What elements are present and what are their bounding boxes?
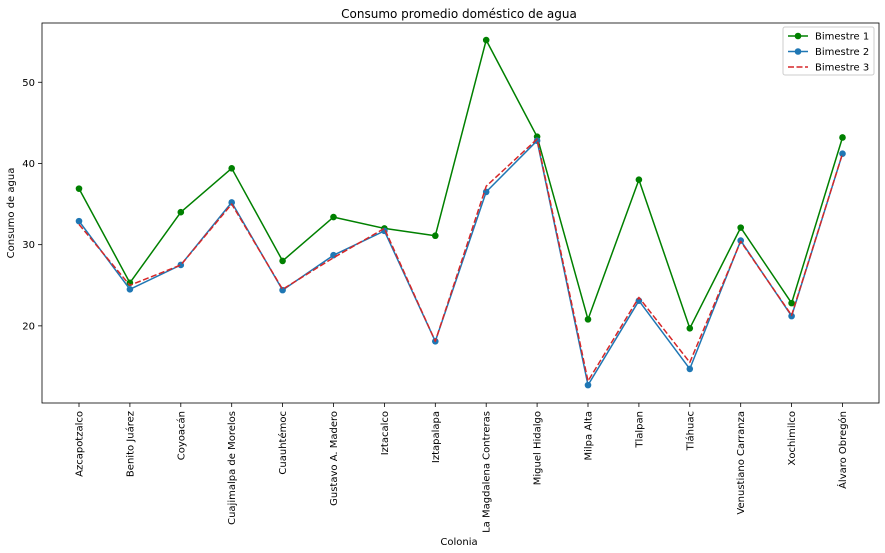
data-point	[839, 134, 846, 141]
series-line	[78, 39, 844, 330]
data-point	[737, 237, 744, 244]
series-3	[78, 138, 844, 382]
x-tick-label: Venustiano Carranza	[736, 411, 747, 515]
data-point	[584, 316, 592, 323]
data-point	[330, 251, 337, 259]
data-point	[635, 176, 643, 184]
x-tick-label: Gustavo A. Madero	[329, 411, 340, 506]
x-tick-label: Cuajimalpa de Morelos	[227, 411, 238, 525]
legend-label: Bimestre 3	[815, 63, 869, 74]
data-point	[839, 150, 846, 158]
y-tick-label: 20	[22, 321, 35, 332]
legend-label: Bimestre 2	[815, 47, 869, 58]
x-tick-label: Xochimilco	[787, 411, 798, 466]
y-tick-label: 30	[22, 240, 35, 251]
data-point	[75, 217, 83, 225]
x-tick-label: Coyoacán	[175, 411, 187, 460]
data-point	[432, 232, 439, 240]
y-tick-label: 50	[22, 78, 35, 89]
data-point	[330, 213, 337, 221]
data-point	[126, 286, 134, 293]
data-point	[482, 36, 490, 44]
data-point	[686, 324, 694, 332]
x-tick-label: Cuauhtémoc	[277, 411, 289, 475]
x-tick-label: Milpa Alta	[584, 411, 595, 461]
series-layer	[75, 36, 846, 389]
legend: Bimestre 1 Bimestre 2 Bimestre 3	[782, 26, 875, 76]
legend-marker	[794, 48, 802, 55]
x-axis-title: Colonia	[440, 537, 477, 548]
data-point	[75, 185, 83, 192]
y-axis: 20 30 40 50	[22, 78, 42, 332]
x-tick-label: Azcapotzalco	[75, 411, 86, 477]
data-point	[584, 381, 592, 389]
y-tick-label: 40	[22, 159, 35, 170]
legend-marker	[794, 32, 802, 40]
x-tick-label: La Magdalena Contreras	[482, 411, 493, 533]
data-point	[686, 365, 694, 373]
x-tick-label: Benito Juárez	[124, 411, 136, 477]
legend-label: Bimestre 1	[815, 32, 869, 43]
x-tick-label: Tláhuac	[684, 411, 696, 451]
legend-box	[782, 26, 875, 76]
data-point	[228, 165, 235, 172]
series-1	[75, 36, 846, 332]
chart-title: Consumo promedio doméstico de agua	[341, 7, 577, 21]
x-tick-label: Iztacalco	[380, 411, 391, 455]
data-point	[788, 312, 795, 320]
x-tick-label: Iztapalapa	[431, 411, 442, 463]
data-point	[788, 299, 795, 307]
y-axis-title: Consumo de agua	[6, 168, 17, 259]
series-line	[78, 138, 844, 382]
data-point	[177, 208, 185, 216]
plot-area	[41, 22, 880, 404]
x-tick-label: Tlalpan	[634, 411, 645, 449]
data-point	[533, 137, 541, 145]
x-axis: Azcapotzalco Benito Juárez Coyoacán Cuajima…	[75, 403, 849, 533]
data-point	[737, 224, 744, 231]
data-point	[279, 257, 286, 265]
data-point	[228, 199, 235, 206]
x-tick-label: Álvaro Obregón	[836, 411, 849, 489]
x-tick-label: Miguel Hidalgo	[533, 411, 544, 485]
